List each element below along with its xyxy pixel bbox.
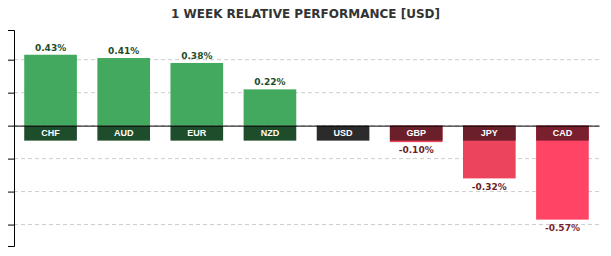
category-header (24, 126, 77, 141)
bars (24, 55, 589, 220)
x-tick-label: EUR (187, 128, 207, 138)
category-header (463, 126, 516, 141)
bar (24, 55, 77, 126)
y-tick-mark (8, 93, 14, 94)
data-label: -0.10% (399, 145, 434, 155)
y-tick (8, 225, 14, 226)
x-tick-label: GBP (406, 128, 426, 138)
x-tick-label: JPY (481, 128, 498, 138)
data-label: -0.32% (472, 182, 507, 192)
y-tick-mark (8, 225, 14, 226)
x-tick: CHF (41, 126, 60, 139)
x-tick-label: CHF (41, 128, 60, 138)
data-label: -0.57% (545, 223, 580, 233)
x-axis: CHF AUD EUR NZD USD GBP JPY CAD (15, 126, 600, 139)
x-tick: GBP (406, 126, 426, 139)
grid-line (14, 224, 599, 225)
bar (390, 126, 443, 142)
x-tick: EUR (187, 126, 207, 139)
x-axis-line (15, 126, 600, 127)
data-label: 0.22% (254, 77, 285, 87)
category-header (317, 126, 370, 141)
x-tick-label: AUD (114, 128, 134, 138)
x-tick: JPY (481, 126, 498, 139)
y-axis (8, 31, 15, 247)
y-tick (8, 126, 14, 127)
y-tick-mark (8, 159, 14, 160)
category-header (97, 126, 150, 141)
y-tick (8, 159, 14, 160)
category-header (536, 126, 589, 141)
category-headers (24, 126, 589, 141)
x-tick-label: NZD (261, 128, 280, 138)
bar (536, 126, 589, 220)
x-tick: USD (334, 126, 354, 139)
plot: CHFAUDEURNZDUSDGBPJPYCAD0.43%0.41%0.38%0… (8, 31, 600, 247)
x-tick: CAD (553, 126, 573, 139)
data-label: 0.38% (181, 51, 212, 61)
y-tick (8, 93, 14, 94)
y-tick-mark (8, 192, 14, 193)
x-tick: AUD (114, 126, 134, 139)
data-labels: 0.43% 0.41% 0.38% 0.22% -0.10% -0.32% -0.57% (35, 43, 580, 233)
chart: CHFAUDEURNZDUSDGBPJPYCAD0.43%0.41%0.38%0… (0, 0, 611, 256)
y-tick (8, 60, 14, 61)
data-label: 0.41% (108, 46, 139, 56)
data-label: 0.43% (35, 43, 66, 53)
x-tick-label: CAD (553, 128, 573, 138)
grid-line (14, 191, 599, 192)
bar (244, 89, 297, 125)
y-tick (8, 192, 14, 193)
x-tick-label: USD (334, 128, 354, 138)
title: 1 WEEK RELATIVE PERFORMANCE [USD] (171, 7, 440, 21)
bar (463, 126, 516, 179)
bar (170, 63, 223, 126)
y-tick-mark (8, 126, 14, 127)
y-tick-mark (8, 60, 14, 61)
x-tick: NZD (261, 126, 280, 139)
y-axis-line (8, 31, 15, 247)
category-header (170, 126, 223, 141)
category-header (390, 126, 443, 141)
bar (97, 58, 150, 126)
category-header (244, 126, 297, 141)
